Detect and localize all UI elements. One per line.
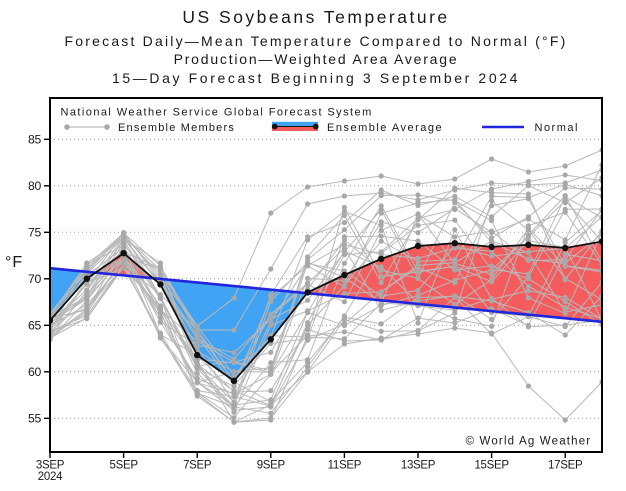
svg-text:9SEP: 9SEP [257,460,286,472]
svg-text:55: 55 [28,412,41,426]
svg-text:Ensemble Members: Ensemble Members [118,122,235,134]
svg-text:Ensemble Average: Ensemble Average [327,122,443,134]
svg-text:2024: 2024 [38,471,63,483]
svg-text:15—Day Forecast Beginning 3 Se: 15—Day Forecast Beginning 3 September 20… [112,70,520,86]
svg-text:17SEP: 17SEP [548,460,583,472]
svg-text:80: 80 [28,179,41,193]
svg-text:15SEP: 15SEP [474,460,509,472]
svg-text:Normal: Normal [535,122,579,134]
svg-text:70: 70 [28,272,41,286]
svg-text:© World Ag Weather: © World Ag Weather [466,436,592,448]
svg-text:65: 65 [28,319,41,333]
svg-text:°F: °F [5,254,23,271]
svg-text:7SEP: 7SEP [183,460,212,472]
svg-text:US Soybeans Temperature: US Soybeans Temperature [182,7,449,27]
svg-text:13SEP: 13SEP [401,460,436,472]
svg-text:75: 75 [28,226,41,240]
svg-text:5SEP: 5SEP [109,460,138,472]
svg-text:11SEP: 11SEP [328,460,362,472]
svg-text:National Weather Service Globa: National Weather Service Global Forecast… [61,107,373,119]
svg-text:Production—Weighted Area Avera: Production—Weighted Area Average [174,51,459,67]
svg-text:Forecast Daily—Mean Temperatur: Forecast Daily—Mean Temperature Compared… [65,33,568,49]
svg-text:85: 85 [28,133,41,147]
svg-text:3SEP: 3SEP [36,460,65,472]
svg-text:60: 60 [28,365,41,379]
